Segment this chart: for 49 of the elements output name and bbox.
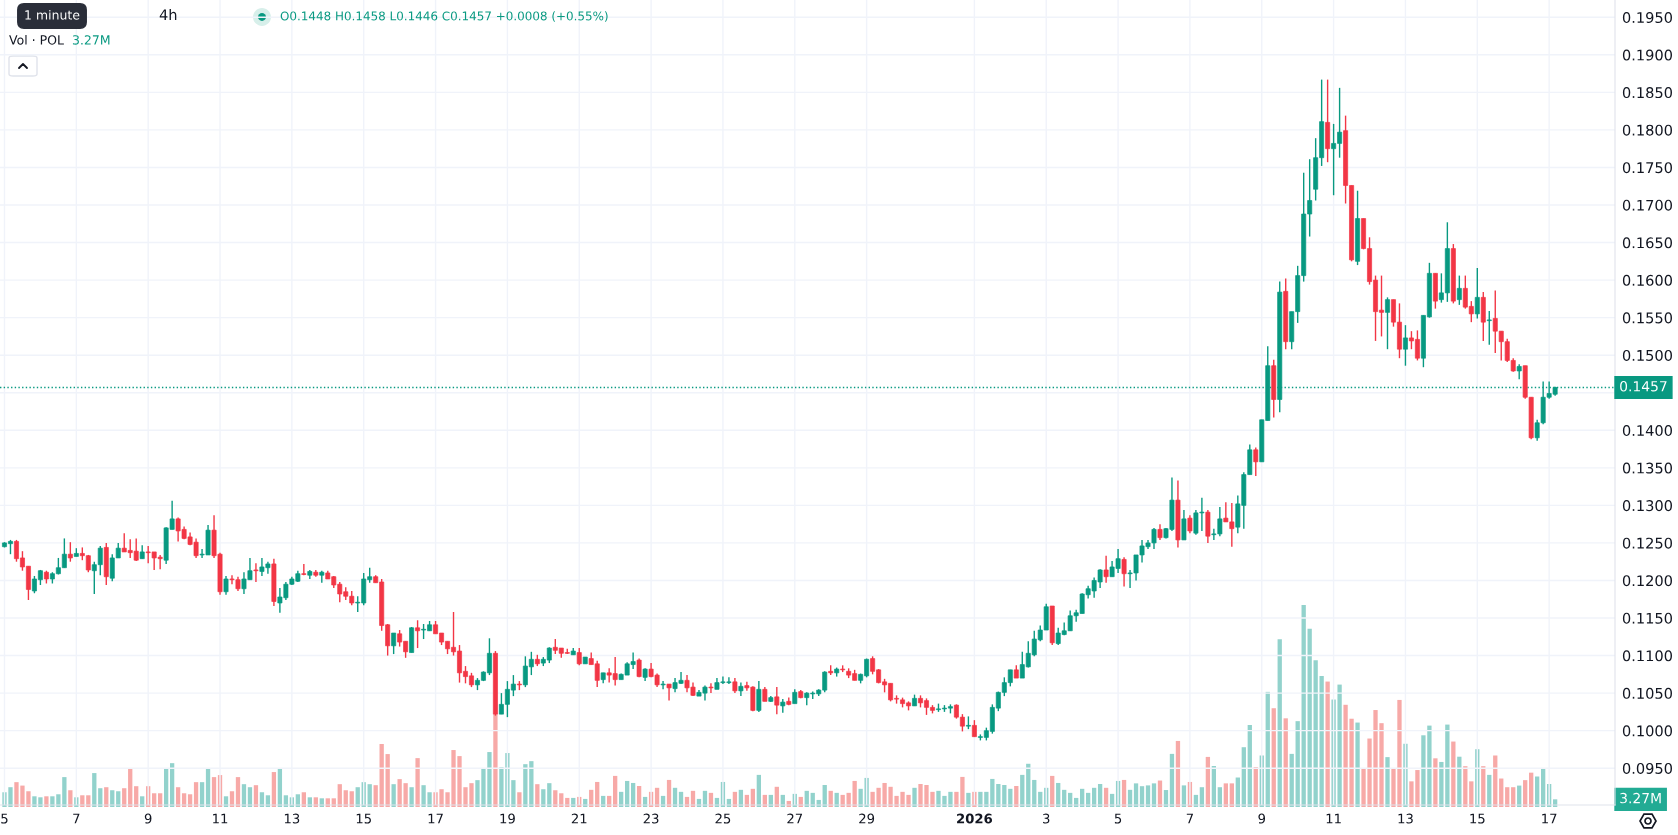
y-tick-label: 0.0950 xyxy=(1622,762,1672,774)
x-tick-label: 15 xyxy=(1470,813,1485,824)
y-tick-label: 0.1500 xyxy=(1622,349,1672,361)
x-tick-label: 17 xyxy=(1542,813,1557,824)
y-tick-label: 0.1050 xyxy=(1622,687,1672,699)
y-tick-label: 0.1550 xyxy=(1622,312,1672,324)
x-tick-label: 5 xyxy=(1,813,8,824)
x-tick-label: 3 xyxy=(1043,813,1050,824)
x-tick-label: 15 xyxy=(356,813,371,824)
x-tick-label: 27 xyxy=(787,813,803,824)
x-tick-label: 21 xyxy=(571,813,587,824)
y-tick-label: 0.1950 xyxy=(1622,11,1672,24)
y-tick-label: 0.1200 xyxy=(1622,575,1672,587)
x-tick-label: 11 xyxy=(213,813,228,824)
chart-title: 4h xyxy=(159,8,177,21)
y-tick-label: 0.1300 xyxy=(1622,500,1672,512)
y-tick-label: 0.1000 xyxy=(1622,725,1672,737)
x-tick-label: 13 xyxy=(284,813,300,824)
y-tick-label: 0.1350 xyxy=(1622,462,1672,474)
y-tick-label: 0.1900 xyxy=(1622,49,1672,61)
x-tick-label: 5 xyxy=(1114,813,1122,824)
y-tick-label: 0.1150 xyxy=(1622,612,1672,624)
ref-line-label: 0.1457 xyxy=(1620,381,1667,392)
y-tick-label: 0.1250 xyxy=(1622,537,1672,549)
annotation: 3.27M xyxy=(72,35,110,45)
x-tick-label: 7 xyxy=(1186,813,1193,824)
text: 3.27M xyxy=(1620,792,1661,804)
y-tick-label: 0.1650 xyxy=(1622,237,1672,249)
x-tick-label: 25 xyxy=(715,813,731,824)
y-tick-label: 0.1750 xyxy=(1622,162,1672,174)
x-tick-label: 2026 xyxy=(957,813,993,824)
x-tick-label: 9 xyxy=(1258,813,1266,824)
annotation: 1 minute xyxy=(25,9,80,20)
y-tick-label: 0.1100 xyxy=(1622,650,1672,662)
y-tick-label: 0.1600 xyxy=(1622,274,1672,286)
y-tick-label: 0.1400 xyxy=(1622,425,1672,437)
x-tick-label: 13 xyxy=(1398,813,1413,824)
x-tick-label: 7 xyxy=(73,813,80,824)
y-tick-label: 0.1850 xyxy=(1622,87,1672,99)
x-tick-label: 9 xyxy=(144,813,152,824)
x-tick-label: 19 xyxy=(500,813,515,824)
text: O0.1448 H0.1458 L0.1446 C0.1457 +0.0008 (+0.55%) xyxy=(280,11,608,22)
x-tick-label: 29 xyxy=(859,813,875,824)
y-tick-label: 0.1800 xyxy=(1622,124,1672,136)
chart-title: Vol · POL xyxy=(9,34,64,45)
x-tick-label: 17 xyxy=(428,813,443,824)
y-tick-label: 0.1700 xyxy=(1622,199,1672,211)
x-tick-label: 11 xyxy=(1326,813,1341,824)
x-tick-label: 23 xyxy=(643,813,659,824)
